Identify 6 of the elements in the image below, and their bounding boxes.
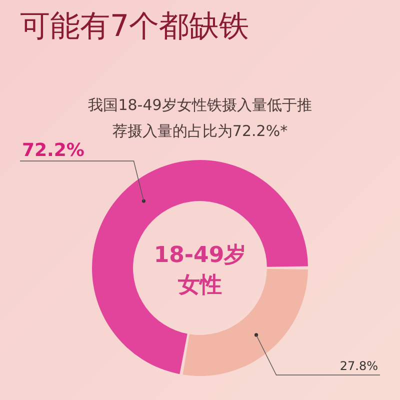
data-label: 72.2%	[22, 140, 84, 162]
text: 18-49岁女性	[154, 243, 246, 298]
data-label: 27.8%	[340, 358, 378, 373]
donut-slice	[92, 160, 308, 374]
chart-title: 可能有7个都缺铁	[20, 9, 250, 44]
chart-subtitle: 我国18-49岁女性铁摄入量低于推荐摄入量的占比为72.2%*	[88, 96, 312, 140]
